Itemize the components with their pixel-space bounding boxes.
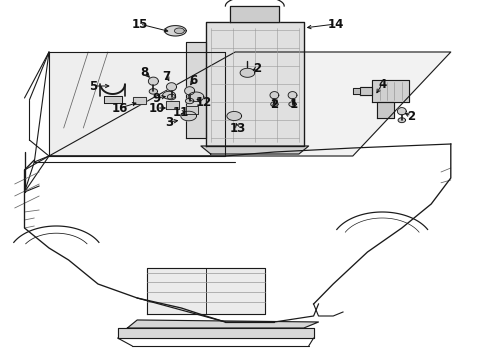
Polygon shape [166, 101, 179, 109]
Polygon shape [377, 102, 394, 118]
Polygon shape [206, 22, 304, 146]
Polygon shape [104, 96, 122, 103]
Polygon shape [186, 106, 198, 114]
Polygon shape [168, 94, 175, 100]
Polygon shape [127, 320, 318, 328]
Text: 16: 16 [112, 102, 128, 114]
Text: 6: 6 [190, 73, 197, 86]
Polygon shape [353, 88, 360, 94]
Polygon shape [174, 28, 184, 33]
Text: 2: 2 [253, 62, 261, 75]
Polygon shape [230, 6, 279, 22]
Polygon shape [397, 108, 406, 115]
Text: 7: 7 [163, 69, 171, 82]
Polygon shape [186, 42, 206, 138]
Text: 11: 11 [173, 105, 190, 118]
Polygon shape [165, 26, 186, 36]
Polygon shape [270, 91, 279, 99]
Text: 2: 2 [270, 98, 278, 111]
Polygon shape [360, 87, 372, 95]
Text: 13: 13 [229, 122, 246, 135]
Polygon shape [240, 68, 255, 77]
Polygon shape [201, 146, 309, 154]
Text: 8: 8 [141, 66, 148, 78]
Polygon shape [167, 83, 176, 91]
Polygon shape [147, 268, 265, 314]
Text: 9: 9 [153, 91, 161, 104]
Polygon shape [181, 111, 196, 121]
Text: 3: 3 [165, 116, 173, 129]
Polygon shape [185, 87, 195, 95]
Polygon shape [227, 112, 242, 121]
Polygon shape [49, 52, 451, 156]
Polygon shape [186, 98, 194, 104]
Text: 1: 1 [290, 98, 298, 111]
Polygon shape [188, 92, 204, 102]
Polygon shape [149, 89, 158, 94]
Text: 10: 10 [148, 102, 165, 114]
Text: 12: 12 [195, 95, 212, 108]
Text: 2: 2 [408, 109, 416, 122]
Polygon shape [118, 328, 314, 338]
Text: 4: 4 [378, 77, 386, 90]
Polygon shape [49, 52, 225, 156]
Polygon shape [372, 80, 409, 102]
Polygon shape [289, 102, 296, 107]
Polygon shape [163, 91, 175, 99]
Polygon shape [398, 118, 405, 123]
Polygon shape [133, 97, 146, 104]
Polygon shape [148, 77, 158, 85]
Text: 14: 14 [327, 18, 344, 31]
Polygon shape [271, 102, 278, 107]
Text: 15: 15 [131, 18, 148, 31]
Polygon shape [288, 91, 297, 99]
Text: 5: 5 [89, 80, 97, 93]
